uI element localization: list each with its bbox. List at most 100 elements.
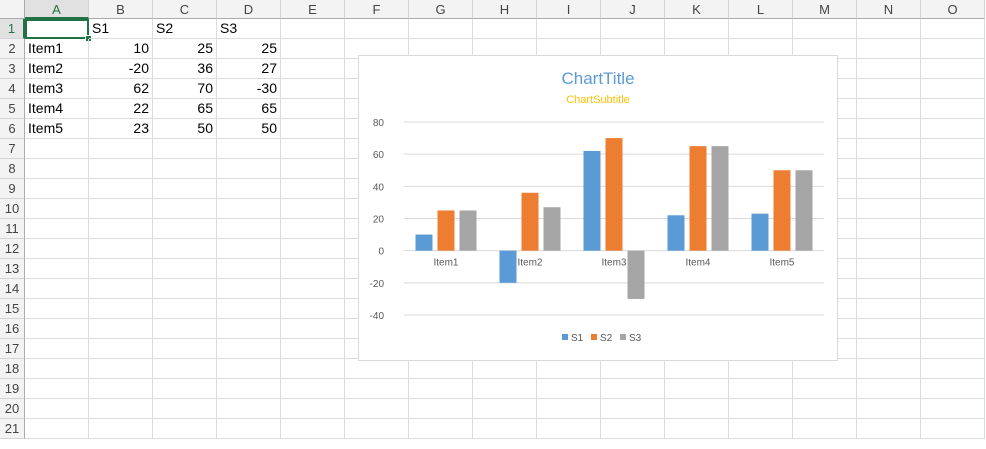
cell-d12[interactable] xyxy=(217,239,281,259)
cell-h18[interactable] xyxy=(473,359,537,379)
column-header-a[interactable]: A xyxy=(25,0,89,19)
cell-d20[interactable] xyxy=(217,399,281,419)
cell-o6[interactable] xyxy=(921,119,985,139)
cell-o11[interactable] xyxy=(921,219,985,239)
row-header-14[interactable]: 14 xyxy=(0,279,25,299)
cell-b16[interactable] xyxy=(89,319,153,339)
cell-n9[interactable] xyxy=(857,179,921,199)
cell-b8[interactable] xyxy=(89,159,153,179)
row-header-19[interactable]: 19 xyxy=(0,379,25,399)
cell-a8[interactable] xyxy=(25,159,89,179)
cell-e10[interactable] xyxy=(281,199,345,219)
cell-b2[interactable]: 10 xyxy=(89,39,153,59)
cell-a21[interactable] xyxy=(25,419,89,439)
cell-b12[interactable] xyxy=(89,239,153,259)
cell-o15[interactable] xyxy=(921,299,985,319)
cell-n17[interactable] xyxy=(857,339,921,359)
cell-c20[interactable] xyxy=(153,399,217,419)
cell-e3[interactable] xyxy=(281,59,345,79)
cell-o18[interactable] xyxy=(921,359,985,379)
cell-e4[interactable] xyxy=(281,79,345,99)
cell-d13[interactable] xyxy=(217,259,281,279)
cell-o19[interactable] xyxy=(921,379,985,399)
cell-o9[interactable] xyxy=(921,179,985,199)
cell-o14[interactable] xyxy=(921,279,985,299)
column-header-e[interactable]: E xyxy=(281,0,345,19)
cell-g1[interactable] xyxy=(409,19,473,39)
cell-b19[interactable] xyxy=(89,379,153,399)
cell-m20[interactable] xyxy=(793,399,857,419)
cell-n21[interactable] xyxy=(857,419,921,439)
cell-l18[interactable] xyxy=(729,359,793,379)
cell-e20[interactable] xyxy=(281,399,345,419)
cell-c9[interactable] xyxy=(153,179,217,199)
cell-d17[interactable] xyxy=(217,339,281,359)
cell-a15[interactable] xyxy=(25,299,89,319)
cell-d18[interactable] xyxy=(217,359,281,379)
cell-h20[interactable] xyxy=(473,399,537,419)
cell-b14[interactable] xyxy=(89,279,153,299)
cell-c17[interactable] xyxy=(153,339,217,359)
cell-a12[interactable] xyxy=(25,239,89,259)
cell-d11[interactable] xyxy=(217,219,281,239)
row-header-9[interactable]: 9 xyxy=(0,179,25,199)
cell-i18[interactable] xyxy=(537,359,601,379)
cell-e19[interactable] xyxy=(281,379,345,399)
cell-b18[interactable] xyxy=(89,359,153,379)
row-header-5[interactable]: 5 xyxy=(0,99,25,119)
cell-l19[interactable] xyxy=(729,379,793,399)
cell-i19[interactable] xyxy=(537,379,601,399)
cell-k21[interactable] xyxy=(665,419,729,439)
column-header-j[interactable]: J xyxy=(601,0,665,19)
row-header-13[interactable]: 13 xyxy=(0,259,25,279)
row-header-18[interactable]: 18 xyxy=(0,359,25,379)
cell-j19[interactable] xyxy=(601,379,665,399)
cell-e13[interactable] xyxy=(281,259,345,279)
cell-c7[interactable] xyxy=(153,139,217,159)
cell-a13[interactable] xyxy=(25,259,89,279)
cell-a1[interactable] xyxy=(25,19,89,39)
cell-k1[interactable] xyxy=(665,19,729,39)
cell-n1[interactable] xyxy=(857,19,921,39)
cell-f1[interactable] xyxy=(345,19,409,39)
cell-c6[interactable]: 50 xyxy=(153,119,217,139)
column-header-b[interactable]: B xyxy=(89,0,153,19)
cell-n8[interactable] xyxy=(857,159,921,179)
cell-g19[interactable] xyxy=(409,379,473,399)
cell-d16[interactable] xyxy=(217,319,281,339)
cell-f19[interactable] xyxy=(345,379,409,399)
cell-b4[interactable]: 62 xyxy=(89,79,153,99)
cell-o20[interactable] xyxy=(921,399,985,419)
cell-b11[interactable] xyxy=(89,219,153,239)
cell-e2[interactable] xyxy=(281,39,345,59)
cell-e15[interactable] xyxy=(281,299,345,319)
cell-e6[interactable] xyxy=(281,119,345,139)
cell-k18[interactable] xyxy=(665,359,729,379)
cell-h1[interactable] xyxy=(473,19,537,39)
cell-c14[interactable] xyxy=(153,279,217,299)
cell-j1[interactable] xyxy=(601,19,665,39)
cell-b21[interactable] xyxy=(89,419,153,439)
cell-i1[interactable] xyxy=(537,19,601,39)
cell-a9[interactable] xyxy=(25,179,89,199)
cell-o16[interactable] xyxy=(921,319,985,339)
cell-c3[interactable]: 36 xyxy=(153,59,217,79)
row-header-7[interactable]: 7 xyxy=(0,139,25,159)
cell-a14[interactable] xyxy=(25,279,89,299)
cell-a2[interactable]: Item1 xyxy=(25,39,89,59)
cell-e5[interactable] xyxy=(281,99,345,119)
cell-c15[interactable] xyxy=(153,299,217,319)
cell-o10[interactable] xyxy=(921,199,985,219)
cell-b15[interactable] xyxy=(89,299,153,319)
cell-l20[interactable] xyxy=(729,399,793,419)
cell-d5[interactable]: 65 xyxy=(217,99,281,119)
cell-b20[interactable] xyxy=(89,399,153,419)
cell-d21[interactable] xyxy=(217,419,281,439)
cell-b9[interactable] xyxy=(89,179,153,199)
cell-n19[interactable] xyxy=(857,379,921,399)
cell-a19[interactable] xyxy=(25,379,89,399)
cell-b17[interactable] xyxy=(89,339,153,359)
cell-a4[interactable]: Item3 xyxy=(25,79,89,99)
cell-o12[interactable] xyxy=(921,239,985,259)
cell-d15[interactable] xyxy=(217,299,281,319)
